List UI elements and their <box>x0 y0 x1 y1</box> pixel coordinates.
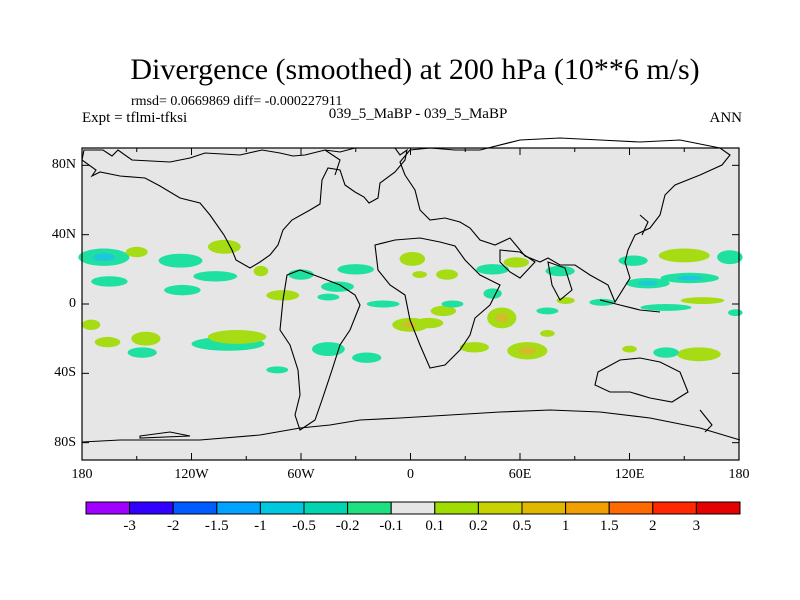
colorbar-label: -1 <box>254 518 267 534</box>
y-tick-label: 80N <box>51 157 76 173</box>
positive-divergence-region <box>82 319 101 330</box>
plot-title: Divergence (smoothed) at 200 hPa (10**6 … <box>130 53 700 86</box>
colorbar-swatch <box>390 501 436 515</box>
negative-divergence-region <box>728 309 743 317</box>
colorbar-label: 0.5 <box>512 518 532 534</box>
y-tick-label: 0 <box>69 296 76 311</box>
positive-divergence-region <box>459 342 489 353</box>
negative-divergence-region <box>640 304 692 311</box>
negative-divergence-region <box>91 276 128 287</box>
x-tick-label: 60W <box>287 467 315 482</box>
negative-divergence-region <box>653 347 679 358</box>
case-label: 039_5_MaBP - 039_5_MaBP <box>328 106 508 122</box>
positive-divergence-region <box>430 305 457 317</box>
x-tick-label: 180 <box>71 467 93 482</box>
colorbar-label: -2 <box>166 518 180 534</box>
negative-divergence-region <box>311 342 345 357</box>
colorbar-swatch <box>216 501 261 515</box>
colorbar-swatch <box>695 501 741 515</box>
negative-divergence-region <box>127 347 157 358</box>
negative-divergence-core <box>637 280 658 286</box>
negative-divergence-region <box>536 307 559 315</box>
negative-divergence-region <box>441 300 464 308</box>
colorbar-label: -3 <box>123 518 136 534</box>
negative-divergence-region <box>545 265 575 277</box>
colorbar-swatch <box>565 501 610 515</box>
positive-divergence-region <box>436 269 458 280</box>
colorbar-label: 1.5 <box>599 518 619 534</box>
x-tick-label: 60E <box>508 467 532 482</box>
colorbar-label: 3 <box>692 518 701 534</box>
colorbar-swatch <box>347 501 392 515</box>
negative-divergence-region <box>352 352 382 363</box>
colorbar-swatch <box>85 501 131 515</box>
positive-divergence-region <box>207 330 267 344</box>
colorbar-label: -0.1 <box>379 518 404 534</box>
colorbar-swatch <box>172 501 218 515</box>
experiment-label: Expt = tflmi-tfksi <box>82 110 188 126</box>
negative-divergence-region <box>158 253 203 268</box>
y-tick-label: 80S <box>54 434 76 450</box>
colorbar-swatch <box>652 501 697 515</box>
positive-divergence-core <box>518 346 537 355</box>
negative-divergence-region <box>717 250 743 265</box>
colorbar-label: -0.5 <box>292 518 316 534</box>
positive-divergence-region <box>412 271 427 278</box>
colorbar-label: 0.1 <box>425 518 445 534</box>
negative-divergence-region <box>476 264 510 275</box>
positive-divergence-region <box>622 345 637 353</box>
positive-divergence-region <box>414 317 444 329</box>
stats-line: rmsd= 0.0669869 diff= -0.000227911 <box>131 94 343 109</box>
positive-divergence-region <box>94 336 121 348</box>
colorbar-label: -1.5 <box>204 518 229 534</box>
colorbar-swatch <box>434 501 479 515</box>
positive-divergence-region <box>207 239 241 254</box>
positive-divergence-core <box>495 313 509 323</box>
colorbar-swatch <box>608 501 654 515</box>
colorbar-swatch <box>477 501 523 515</box>
negative-divergence-region <box>366 300 400 308</box>
negative-divergence-region <box>266 366 289 374</box>
map-background <box>82 148 739 460</box>
negative-divergence-region <box>164 284 201 296</box>
y-tick-label: 40S <box>54 365 76 381</box>
colorbar-swatch <box>259 501 305 515</box>
negative-divergence-region <box>337 264 374 275</box>
negative-divergence-region <box>618 255 648 266</box>
negative-divergence-region <box>589 298 615 306</box>
x-tick-label: 120E <box>614 467 645 482</box>
colorbar <box>85 501 741 515</box>
colorbar-swatch <box>303 501 349 515</box>
negative-divergence-core <box>676 275 703 281</box>
colorbar-swatch <box>521 501 567 515</box>
season-label: ANN <box>709 110 743 126</box>
positive-divergence-region <box>125 246 148 258</box>
positive-divergence-region <box>399 251 426 266</box>
colorbar-label: -0.2 <box>335 518 360 534</box>
negative-divergence-core <box>92 253 116 262</box>
coastlines <box>81 137 741 443</box>
positive-divergence-region <box>253 265 269 277</box>
positive-divergence-region <box>540 330 555 337</box>
positive-divergence-region <box>676 347 721 362</box>
colorbar-label: 2 <box>649 518 657 534</box>
negative-divergence-region <box>483 288 502 299</box>
x-tick-label: 120W <box>174 467 209 482</box>
positive-divergence-region <box>658 248 710 263</box>
colorbar-swatch <box>129 501 174 515</box>
x-tick-label: 0 <box>407 467 414 482</box>
negative-divergence-region <box>193 271 238 282</box>
y-tick-label: 40N <box>51 226 76 242</box>
positive-divergence-region <box>503 257 530 268</box>
negative-divergence-region <box>317 293 340 301</box>
positive-divergence-region <box>680 297 725 304</box>
negative-divergence-region <box>321 281 354 292</box>
positive-divergence-region <box>131 331 161 346</box>
colorbar-label: 0.2 <box>469 518 488 534</box>
positive-divergence-region <box>266 290 300 301</box>
x-tick-label: 180 <box>728 467 750 482</box>
colorbar-label: 1 <box>561 518 570 534</box>
